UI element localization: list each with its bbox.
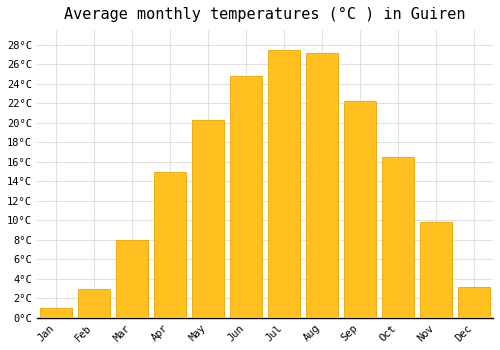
Bar <box>306 52 338 318</box>
Bar <box>154 172 186 318</box>
Bar <box>40 308 72 318</box>
Bar <box>78 289 110 318</box>
Bar <box>230 76 262 318</box>
Bar <box>344 101 376 318</box>
Bar <box>268 50 300 318</box>
Bar <box>420 222 452 318</box>
Title: Average monthly temperatures (°C ) in Guiren: Average monthly temperatures (°C ) in Gu… <box>64 7 466 22</box>
Bar <box>192 120 224 318</box>
Bar <box>116 240 148 318</box>
Bar <box>458 287 490 318</box>
Bar <box>382 157 414 318</box>
